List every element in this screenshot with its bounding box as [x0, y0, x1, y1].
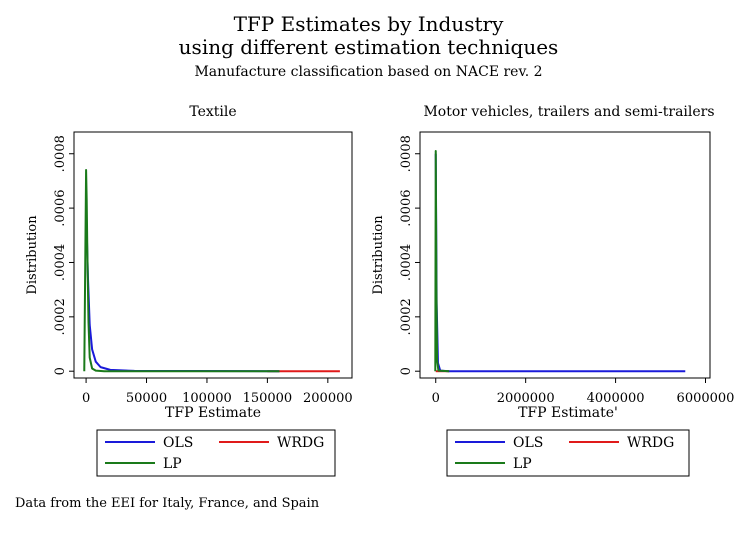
- legend-label-ols: OLS: [513, 435, 543, 451]
- chart-title: TFP Estimates by Industry: [233, 12, 504, 36]
- panel-title: Textile: [189, 104, 236, 120]
- series-line-ols: [434, 153, 686, 373]
- y-tick-label: .0008: [399, 135, 414, 172]
- legend-label-wrdg: WRDG: [277, 435, 324, 451]
- series-line-ols: [85, 208, 280, 373]
- y-tick-label: .0006: [53, 190, 68, 227]
- y-tick-label: .0008: [53, 135, 68, 172]
- y-tick-label: .0004: [53, 244, 68, 281]
- plot-frame: [419, 131, 711, 379]
- x-tick-label: 2000000: [497, 391, 555, 406]
- chart-panel-2: Motor vehicles, trailers and semi-traile…: [371, 104, 735, 477]
- y-axis-label: Distribution: [25, 215, 40, 295]
- x-tick-label: 0: [82, 391, 90, 406]
- y-tick-label: .0002: [53, 298, 68, 335]
- legend-label-ols: OLS: [163, 435, 193, 451]
- x-tick-label: 4000000: [587, 391, 645, 406]
- x-tick-label: 0: [432, 391, 440, 406]
- x-tick-label: 150000: [243, 391, 293, 406]
- chart-note: Data from the EEI for Italy, France, and…: [15, 496, 320, 511]
- series-line-lp: [434, 150, 450, 373]
- x-axis-label: TFP Estimate: [165, 405, 261, 421]
- x-tick-label: 6000000: [677, 391, 735, 406]
- y-tick-label: 0: [399, 367, 414, 375]
- y-tick-label: .0004: [399, 244, 414, 281]
- legend-label-lp: LP: [163, 456, 182, 472]
- chart-subtitle: Manufacture classification based on NACE…: [194, 64, 543, 80]
- plot-frame: [73, 131, 353, 379]
- x-tick-label: 100000: [182, 391, 232, 406]
- legend-box: [96, 429, 336, 477]
- y-axis-label: Distribution: [371, 215, 386, 295]
- chart-title-line2: using different estimation techniques: [178, 35, 559, 59]
- series-line-lp: [83, 169, 280, 373]
- legend-label-wrdg: WRDG: [627, 435, 674, 451]
- chart-legend: OLS WRDG LP: [96, 429, 336, 477]
- chart-legend: OLS WRDG LP: [446, 429, 690, 477]
- y-tick-label: .0006: [399, 190, 414, 227]
- x-tick-label: 200000: [303, 391, 353, 406]
- legend-box: [446, 429, 690, 477]
- chart-panel-1: Textile 0 .0002 .0004 .0006 .0008 0 50000 100000…: [25, 104, 353, 477]
- y-tick-label: 0: [53, 367, 68, 375]
- panel-title: Motor vehicles, trailers and semi-traile…: [423, 104, 714, 120]
- x-axis-label: TFP Estimate': [518, 405, 618, 421]
- x-tick-label: 50000: [126, 391, 167, 406]
- legend-label-lp: LP: [513, 456, 532, 472]
- y-tick-label: .0002: [399, 298, 414, 335]
